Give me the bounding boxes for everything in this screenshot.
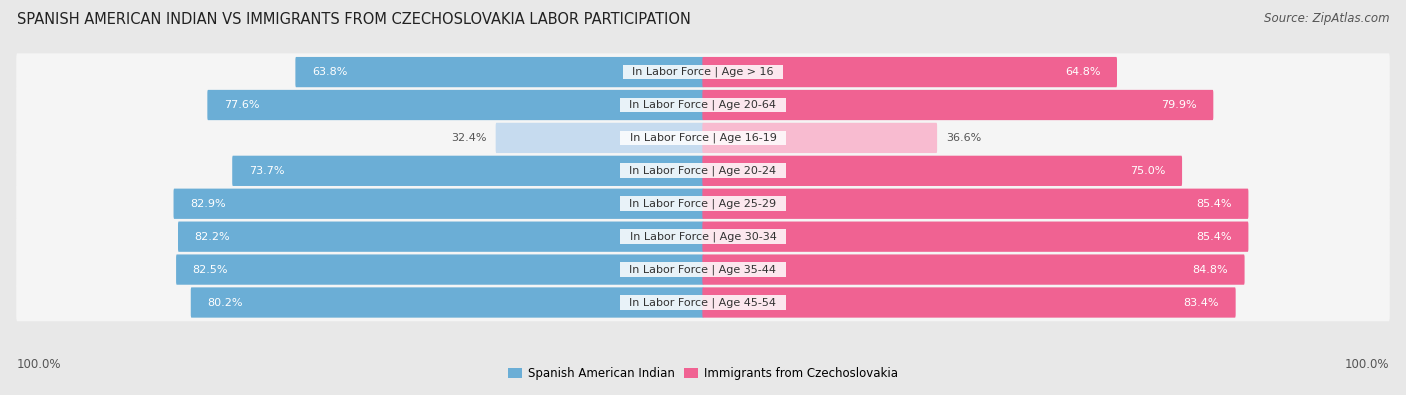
FancyBboxPatch shape	[295, 57, 703, 87]
FancyBboxPatch shape	[703, 90, 1213, 120]
FancyBboxPatch shape	[17, 152, 1389, 190]
FancyBboxPatch shape	[496, 123, 703, 153]
FancyBboxPatch shape	[17, 284, 1389, 321]
Text: SPANISH AMERICAN INDIAN VS IMMIGRANTS FROM CZECHOSLOVAKIA LABOR PARTICIPATION: SPANISH AMERICAN INDIAN VS IMMIGRANTS FR…	[17, 12, 690, 27]
FancyBboxPatch shape	[207, 90, 703, 120]
Text: In Labor Force | Age 25-29: In Labor Force | Age 25-29	[623, 199, 783, 209]
Text: 100.0%: 100.0%	[17, 358, 62, 371]
FancyBboxPatch shape	[176, 254, 703, 285]
Text: 77.6%: 77.6%	[224, 100, 260, 110]
FancyBboxPatch shape	[17, 185, 1389, 222]
FancyBboxPatch shape	[703, 222, 1249, 252]
FancyBboxPatch shape	[703, 188, 1249, 219]
Text: 36.6%: 36.6%	[946, 133, 981, 143]
Text: 63.8%: 63.8%	[312, 67, 347, 77]
FancyBboxPatch shape	[173, 188, 703, 219]
FancyBboxPatch shape	[232, 156, 703, 186]
Text: 64.8%: 64.8%	[1064, 67, 1101, 77]
Text: 82.9%: 82.9%	[190, 199, 226, 209]
FancyBboxPatch shape	[17, 218, 1389, 256]
FancyBboxPatch shape	[17, 251, 1389, 288]
Text: 75.0%: 75.0%	[1130, 166, 1166, 176]
Text: In Labor Force | Age 20-64: In Labor Force | Age 20-64	[623, 100, 783, 110]
Legend: Spanish American Indian, Immigrants from Czechoslovakia: Spanish American Indian, Immigrants from…	[503, 363, 903, 385]
Text: In Labor Force | Age 45-54: In Labor Force | Age 45-54	[623, 297, 783, 308]
Text: 79.9%: 79.9%	[1161, 100, 1197, 110]
FancyBboxPatch shape	[703, 57, 1116, 87]
Text: 32.4%: 32.4%	[451, 133, 486, 143]
FancyBboxPatch shape	[17, 86, 1389, 124]
Text: 83.4%: 83.4%	[1184, 297, 1219, 307]
Text: In Labor Force | Age 35-44: In Labor Force | Age 35-44	[623, 264, 783, 275]
Text: In Labor Force | Age 16-19: In Labor Force | Age 16-19	[623, 133, 783, 143]
Text: In Labor Force | Age > 16: In Labor Force | Age > 16	[626, 67, 780, 77]
Text: 100.0%: 100.0%	[1344, 358, 1389, 371]
FancyBboxPatch shape	[703, 156, 1182, 186]
FancyBboxPatch shape	[17, 53, 1389, 91]
Text: 85.4%: 85.4%	[1197, 232, 1232, 242]
Text: 82.5%: 82.5%	[193, 265, 228, 275]
Text: 73.7%: 73.7%	[249, 166, 284, 176]
Text: 80.2%: 80.2%	[207, 297, 243, 307]
Text: Source: ZipAtlas.com: Source: ZipAtlas.com	[1264, 12, 1389, 25]
FancyBboxPatch shape	[191, 287, 703, 318]
Text: 85.4%: 85.4%	[1197, 199, 1232, 209]
FancyBboxPatch shape	[703, 287, 1236, 318]
Text: In Labor Force | Age 20-24: In Labor Force | Age 20-24	[623, 166, 783, 176]
Text: 84.8%: 84.8%	[1192, 265, 1227, 275]
Text: In Labor Force | Age 30-34: In Labor Force | Age 30-34	[623, 231, 783, 242]
FancyBboxPatch shape	[17, 119, 1389, 157]
FancyBboxPatch shape	[179, 222, 703, 252]
FancyBboxPatch shape	[703, 123, 938, 153]
Text: 82.2%: 82.2%	[194, 232, 231, 242]
FancyBboxPatch shape	[703, 254, 1244, 285]
